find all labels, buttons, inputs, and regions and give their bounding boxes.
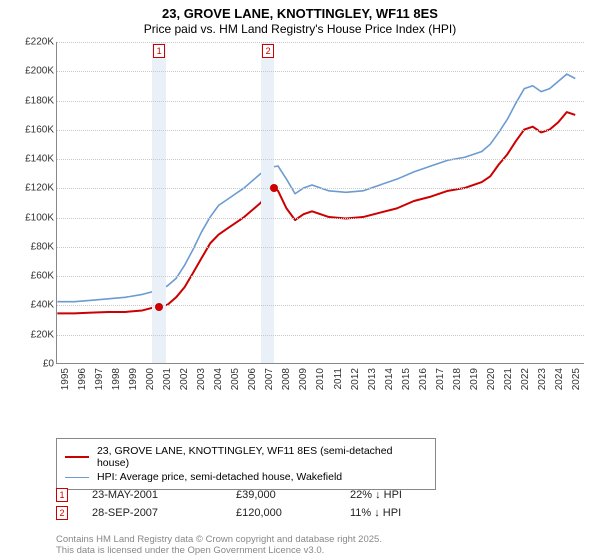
y-tick-label: £180K (8, 95, 54, 106)
legend-item: HPI: Average price, semi-detached house,… (65, 471, 427, 483)
gridline (57, 188, 584, 189)
page-subtitle: Price paid vs. HM Land Registry's House … (0, 22, 600, 36)
y-tick-label: £60K (8, 271, 54, 282)
attribution: Contains HM Land Registry data © Crown c… (56, 534, 382, 557)
x-tick-label: 1999 (128, 368, 139, 390)
line-series-svg (57, 42, 584, 363)
y-tick-label: £80K (8, 241, 54, 252)
y-tick-label: £160K (8, 124, 54, 135)
highlight-band (152, 42, 166, 363)
gridline (57, 335, 584, 336)
y-tick-label: £120K (8, 183, 54, 194)
x-tick-label: 2019 (469, 368, 480, 390)
x-tick-label: 2025 (571, 368, 582, 390)
gridline (57, 159, 584, 160)
attribution-line: Contains HM Land Registry data © Crown c… (56, 534, 382, 545)
sale-hpi-diff: 22% ↓ HPI (350, 489, 460, 501)
x-tick-label: 1997 (94, 368, 105, 390)
y-tick-label: £220K (8, 37, 54, 48)
gridline (57, 101, 584, 102)
x-tick-label: 2023 (537, 368, 548, 390)
legend: 23, GROVE LANE, KNOTTINGLEY, WF11 8ES (s… (56, 438, 436, 490)
chart-area: 12 £0£20K£40K£60K£80K£100K£120K£140K£160… (10, 42, 590, 394)
x-tick-label: 1996 (77, 368, 88, 390)
gridline (57, 305, 584, 306)
sale-marker: 2 (262, 44, 274, 58)
sale-row: 1 23-MAY-2001 £39,000 22% ↓ HPI (56, 488, 460, 502)
gridline (57, 42, 584, 43)
x-tick-label: 2006 (247, 368, 258, 390)
sale-price: £39,000 (236, 489, 326, 501)
x-tick-label: 2009 (298, 368, 309, 390)
page-title: 23, GROVE LANE, KNOTTINGLEY, WF11 8ES (0, 6, 600, 21)
gridline (57, 71, 584, 72)
legend-swatch (65, 456, 89, 458)
title-block: 23, GROVE LANE, KNOTTINGLEY, WF11 8ES Pr… (0, 0, 600, 36)
x-tick-label: 2001 (162, 368, 173, 390)
x-tick-label: 2020 (486, 368, 497, 390)
legend-swatch (65, 477, 89, 478)
x-tick-label: 2000 (145, 368, 156, 390)
y-tick-label: £200K (8, 66, 54, 77)
legend-label: 23, GROVE LANE, KNOTTINGLEY, WF11 8ES (s… (97, 445, 427, 469)
sale-marker: 1 (153, 44, 165, 58)
x-tick-label: 2003 (196, 368, 207, 390)
sale-date: 23-MAY-2001 (92, 489, 212, 501)
attribution-line: This data is licensed under the Open Gov… (56, 545, 382, 556)
x-tick-label: 2021 (503, 368, 514, 390)
sale-hpi-diff: 11% ↓ HPI (350, 507, 460, 519)
x-tick-label: 2018 (452, 368, 463, 390)
gridline (57, 130, 584, 131)
y-tick-label: £0 (8, 359, 54, 370)
x-tick-label: 2012 (350, 368, 361, 390)
sale-row-marker: 1 (56, 488, 68, 502)
x-tick-label: 1995 (60, 368, 71, 390)
y-tick-label: £40K (8, 300, 54, 311)
x-tick-label: 2017 (435, 368, 446, 390)
x-tick-label: 1998 (111, 368, 122, 390)
x-tick-label: 2022 (520, 368, 531, 390)
gridline (57, 276, 584, 277)
sale-date: 28-SEP-2007 (92, 507, 212, 519)
x-tick-label: 2015 (401, 368, 412, 390)
y-tick-label: £140K (8, 154, 54, 165)
sale-row: 2 28-SEP-2007 £120,000 11% ↓ HPI (56, 506, 460, 520)
sale-point (270, 184, 278, 192)
x-tick-label: 2010 (315, 368, 326, 390)
sale-point (155, 303, 163, 311)
y-tick-label: £100K (8, 212, 54, 223)
x-tick-label: 2005 (230, 368, 241, 390)
x-tick-label: 2011 (333, 368, 344, 390)
x-tick-label: 2016 (418, 368, 429, 390)
x-tick-label: 2014 (384, 368, 395, 390)
chart-container: 23, GROVE LANE, KNOTTINGLEY, WF11 8ES Pr… (0, 0, 600, 560)
gridline (57, 247, 584, 248)
plot-area: 12 (56, 42, 584, 364)
gridline (57, 218, 584, 219)
series-price_paid (57, 112, 575, 313)
highlight-band (261, 42, 274, 363)
x-tick-label: 2013 (367, 368, 378, 390)
x-tick-label: 2007 (264, 368, 275, 390)
sales-table: 1 23-MAY-2001 £39,000 22% ↓ HPI 2 28-SEP-2007… (56, 484, 460, 524)
y-tick-label: £20K (8, 329, 54, 340)
sale-price: £120,000 (236, 507, 326, 519)
legend-item: 23, GROVE LANE, KNOTTINGLEY, WF11 8ES (s… (65, 445, 427, 469)
x-tick-label: 2024 (554, 368, 565, 390)
x-tick-label: 2002 (179, 368, 190, 390)
x-tick-label: 2004 (213, 368, 224, 390)
x-tick-label: 2008 (281, 368, 292, 390)
sale-row-marker: 2 (56, 506, 68, 520)
legend-label: HPI: Average price, semi-detached house,… (97, 471, 342, 483)
